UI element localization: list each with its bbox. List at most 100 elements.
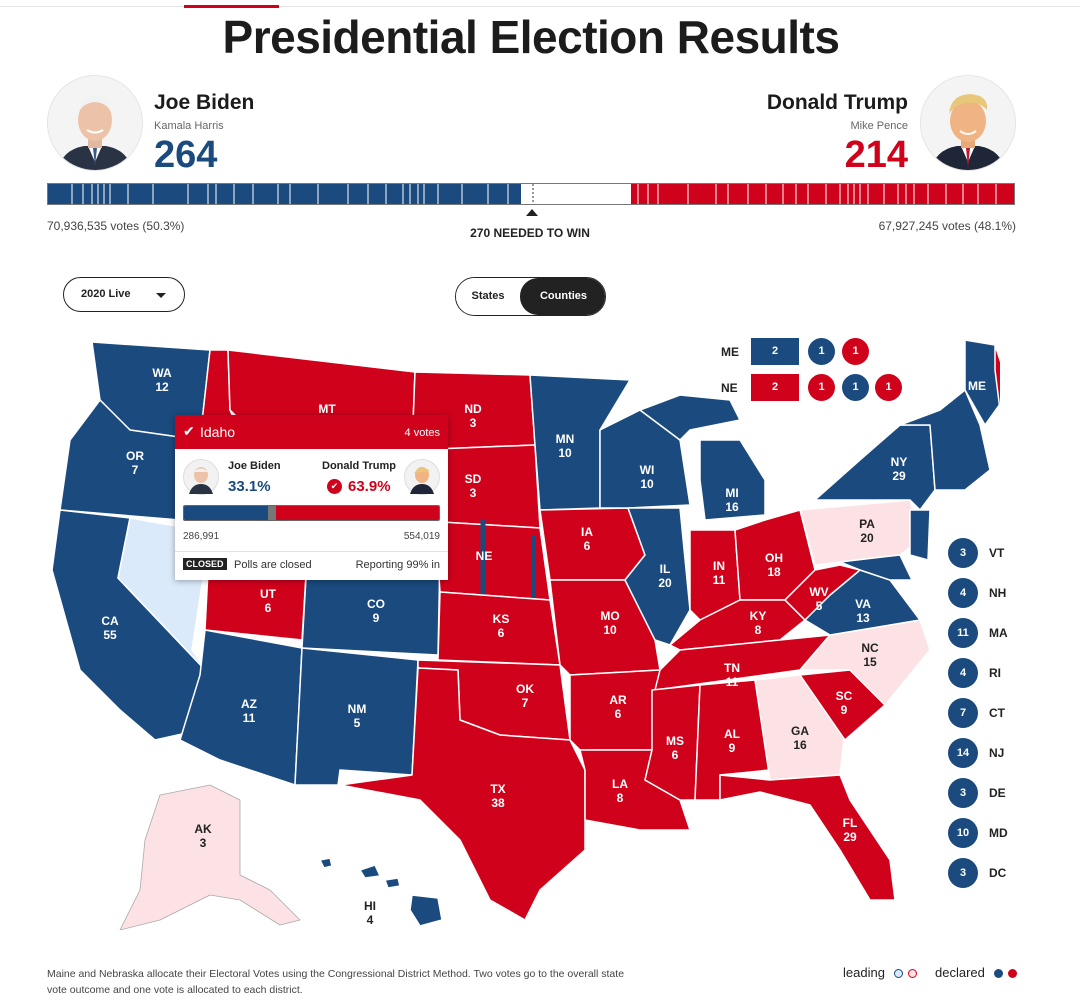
label-wa: WA 12 xyxy=(152,366,172,394)
biden-popular-vote: 70,936,535 votes (50.3%) xyxy=(47,219,185,233)
ne-district-2[interactable]: 1 xyxy=(842,374,869,401)
label-co: CO 9 xyxy=(367,597,385,625)
year-select[interactable]: 2020 Live xyxy=(63,277,185,312)
tooltip-trump-pct: 63.9% xyxy=(348,478,391,495)
state-ak[interactable] xyxy=(119,784,301,930)
tooltip-bar-biden xyxy=(184,506,269,520)
state-nj[interactable] xyxy=(909,509,931,561)
state-tooltip: ✔ Idaho 4 votes Joe Biden 33.1% Donald T… xyxy=(175,415,448,580)
ne-district-1[interactable]: 1 xyxy=(808,374,835,401)
small-state-md-label: MD xyxy=(989,826,1008,840)
toggle-counties[interactable]: Counties xyxy=(520,278,605,315)
top-accent xyxy=(184,5,279,8)
tooltip-biden-name: Joe Biden xyxy=(228,460,281,472)
label-va: VA 13 xyxy=(855,597,871,625)
label-nd: ND 3 xyxy=(464,402,482,430)
label-ak: AK 3 xyxy=(194,822,212,850)
trump-popular-vote: 67,927,245 votes (48.1%) xyxy=(878,219,1016,233)
label-hi: HI 4 xyxy=(364,899,376,927)
needed-to-win-label: 270 NEEDED TO WIN xyxy=(470,226,590,240)
small-state-nj-label: NJ xyxy=(989,746,1005,760)
label-pa: PA 20 xyxy=(859,517,875,545)
label-la: LA 8 xyxy=(612,777,628,805)
state-il[interactable] xyxy=(624,507,691,646)
state-hi-4[interactable] xyxy=(409,894,443,927)
small-state-nh-votes[interactable]: 4 xyxy=(948,578,978,608)
legend-declared-label: declared xyxy=(935,965,985,980)
legend-rep-leading-dot xyxy=(908,969,917,978)
biden-electoral-votes: 264 xyxy=(154,134,218,176)
label-il: IL 20 xyxy=(658,562,672,590)
small-state-dc-votes[interactable]: 3 xyxy=(948,858,978,888)
label-tx: TX 38 xyxy=(490,782,505,810)
biden-avatar xyxy=(47,75,143,171)
trump-name: Donald Trump xyxy=(766,91,908,114)
footnote: Maine and Nebraska allocate their Electo… xyxy=(47,968,625,996)
electoral-vote-bar xyxy=(47,183,1015,205)
tooltip-biden-raw: 286,991 xyxy=(183,531,220,542)
label-oh: OH 18 xyxy=(765,551,783,579)
small-state-de-label: DE xyxy=(989,786,1006,800)
label-al: AL 9 xyxy=(724,727,740,755)
me-district-2[interactable]: 1 xyxy=(842,338,869,365)
label-ca: CA 55 xyxy=(101,614,119,642)
state-fl[interactable] xyxy=(719,774,896,901)
small-state-ma-label: MA xyxy=(989,626,1008,640)
label-sd: SD 3 xyxy=(465,472,482,500)
label-wv: WV 5 xyxy=(809,585,828,613)
state-hi-1[interactable] xyxy=(319,857,333,869)
small-state-vt-votes[interactable]: 3 xyxy=(948,538,978,568)
label-nm: NM 5 xyxy=(348,702,367,730)
state-md[interactable] xyxy=(839,554,913,581)
label-ga: GA 16 xyxy=(791,724,809,752)
ne-district-3[interactable]: 1 xyxy=(875,374,902,401)
label-mo: MO 10 xyxy=(600,609,619,637)
check-icon: ✔ xyxy=(183,423,195,439)
win-threshold-marker xyxy=(526,209,538,216)
label-nc: NC 15 xyxy=(861,641,879,669)
tooltip-trump-raw: 554,019 xyxy=(403,531,440,542)
state-mi-upper[interactable] xyxy=(639,394,741,441)
toggle-states[interactable]: States xyxy=(456,278,520,315)
small-state-md-votes[interactable]: 10 xyxy=(948,818,978,848)
biden-name: Joe Biden xyxy=(154,91,255,114)
state-mi[interactable] xyxy=(699,439,766,521)
label-mt: MT xyxy=(318,402,336,416)
small-state-de-votes[interactable]: 3 xyxy=(948,778,978,808)
state-new-england[interactable] xyxy=(899,389,991,491)
ne-total-box[interactable]: 2 xyxy=(751,374,799,401)
state-hi-3[interactable] xyxy=(384,877,401,889)
label-ut: UT 6 xyxy=(260,587,277,615)
tooltip-status-badge: CLOSED xyxy=(183,558,227,570)
view-toggle[interactable]: States Counties xyxy=(455,277,606,316)
state-me[interactable] xyxy=(964,339,1000,426)
label-me: ME xyxy=(968,379,986,393)
small-state-nj-votes[interactable]: 14 xyxy=(948,738,978,768)
legend-dem-leading-dot xyxy=(894,969,903,978)
tooltip-state-name: Idaho xyxy=(200,424,236,440)
small-state-ma-votes[interactable]: 11 xyxy=(948,618,978,648)
me-total-box[interactable]: 2 xyxy=(751,338,799,365)
state-ia[interactable] xyxy=(539,507,646,581)
tooltip-biden-avatar xyxy=(183,459,219,495)
tooltip-vote-bar xyxy=(183,505,440,521)
legend-dem-declared-dot xyxy=(994,969,1003,978)
tooltip-bar-trump xyxy=(276,506,439,520)
state-ny[interactable] xyxy=(814,424,936,511)
label-mn: MN 10 xyxy=(556,432,575,460)
label-ok: OK 7 xyxy=(516,682,534,710)
small-state-nh-label: NH xyxy=(989,586,1007,600)
label-ar: AR 6 xyxy=(609,693,627,721)
state-tx[interactable] xyxy=(339,667,586,921)
label-fl: FL 29 xyxy=(843,816,858,844)
biden-running-mate: Kamala Harris xyxy=(154,120,224,132)
label-tn: TN 11 xyxy=(724,661,740,689)
label-ia: IA 6 xyxy=(581,525,593,553)
chevron-down-icon xyxy=(156,293,166,298)
state-ga[interactable] xyxy=(754,674,846,781)
me-district-1[interactable]: 1 xyxy=(808,338,835,365)
state-hi-2[interactable] xyxy=(359,864,381,879)
small-state-ri-votes[interactable]: 4 xyxy=(948,658,978,688)
small-state-ct-votes[interactable]: 7 xyxy=(948,698,978,728)
label-wi: WI 10 xyxy=(640,463,655,491)
